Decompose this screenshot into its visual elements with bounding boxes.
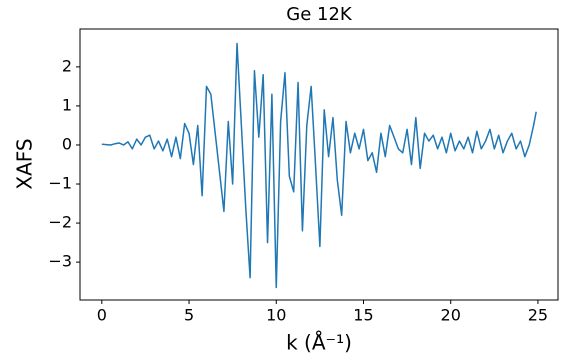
- plot-frame: [79, 28, 559, 301]
- x-axis-label: k (Å⁻¹): [286, 331, 352, 355]
- y-axis-label: XAFS: [13, 138, 37, 189]
- y-tick-label: −2: [48, 213, 72, 232]
- x-tick-label: 25: [528, 306, 548, 325]
- y-tick-label: 0: [62, 134, 72, 153]
- y-tick-label: −1: [48, 174, 72, 193]
- y-tick-label: 2: [62, 56, 72, 75]
- x-tick-label: 15: [353, 306, 373, 325]
- x-tick-label: 20: [441, 306, 461, 325]
- y-tick-label: 1: [62, 95, 72, 114]
- y-tick-label: −3: [48, 252, 72, 271]
- x-tick-label: 0: [97, 306, 107, 325]
- chart-title: Ge 12K: [286, 4, 353, 25]
- x-tick-label: 10: [266, 306, 286, 325]
- data-line: [101, 42, 537, 289]
- x-tick-label: 5: [184, 306, 194, 325]
